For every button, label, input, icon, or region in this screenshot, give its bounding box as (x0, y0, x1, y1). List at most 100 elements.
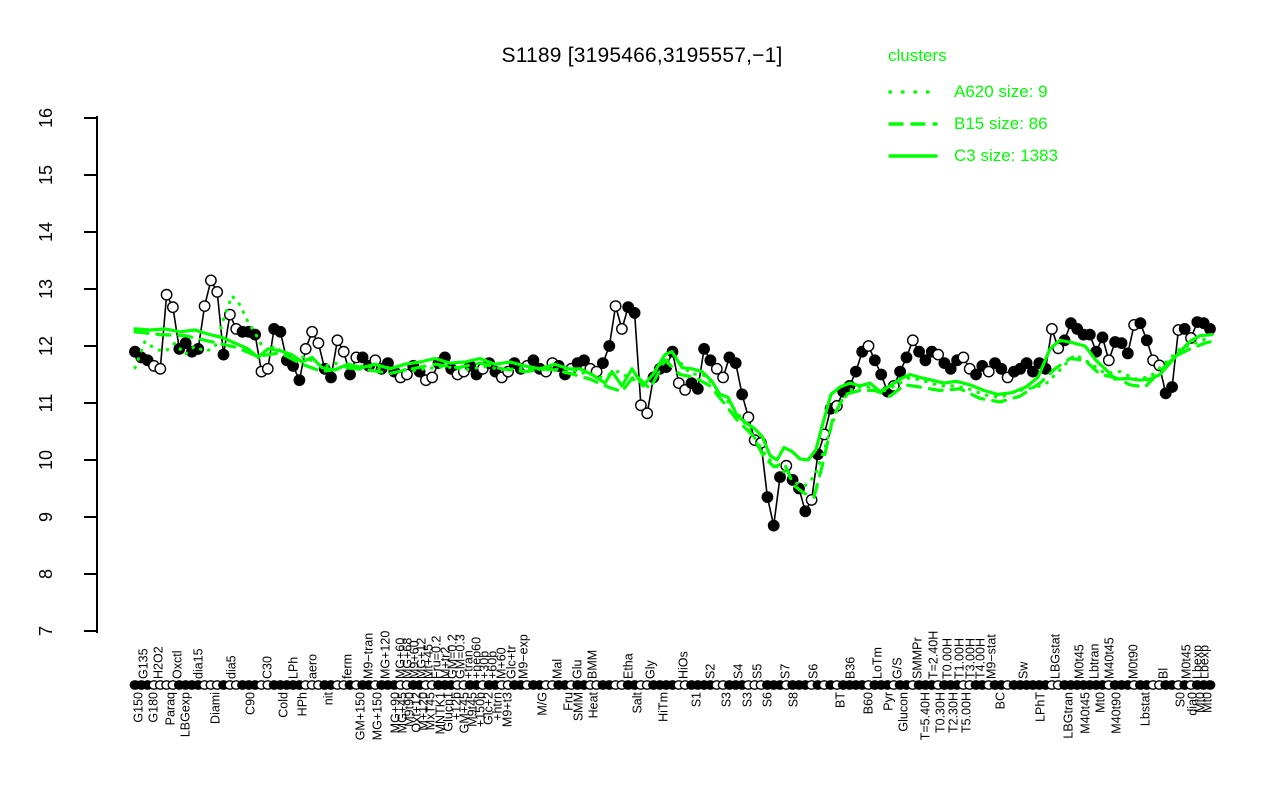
legend-item-b15: B15 size: 86 (888, 108, 1058, 140)
filled-marker (356, 351, 369, 364)
filled-marker (603, 340, 616, 352)
open-marker (609, 300, 622, 312)
open-marker (160, 288, 173, 301)
x-label: LBGexp (179, 692, 193, 737)
x-label: G180 (147, 692, 161, 723)
cluster-lines (133, 294, 1214, 499)
x-label: Glc+tr (505, 645, 519, 679)
filled-marker (1096, 331, 1109, 344)
x-label: M/G (536, 692, 550, 716)
x-label: Gly (644, 660, 658, 680)
filled-marker (527, 354, 540, 367)
x-label: LPhT (1034, 692, 1048, 722)
y-tick-label: 9 (36, 512, 56, 522)
x-label: M9t90 (403, 692, 417, 727)
filled-marker (344, 368, 356, 381)
filled-marker (1178, 322, 1191, 335)
filled-marker (970, 368, 982, 381)
x-label: Glc+2 (482, 692, 496, 725)
legend-label-c3: C3 size: 1383 (954, 146, 1058, 165)
x-label: C90 (244, 692, 258, 715)
dotted-line-sample-icon (888, 83, 938, 101)
x-label: S0 (1174, 692, 1188, 707)
filled-marker (293, 374, 306, 387)
plot-title: S1189 [3195466,3195557,−1] (501, 44, 783, 67)
open-marker (211, 285, 224, 298)
filled-marker (628, 306, 641, 319)
x-label: nit (322, 691, 336, 705)
x-label: M+tr2 (439, 647, 453, 679)
filled-marker (913, 345, 925, 358)
x-label: M9−exp (517, 634, 531, 679)
open-marker (312, 337, 325, 349)
filled-marker (704, 354, 717, 367)
filled-marker (1134, 317, 1147, 330)
open-marker (742, 411, 755, 424)
open-marker (166, 301, 179, 314)
x-label: Glucon (897, 692, 911, 732)
filled-marker (774, 471, 786, 483)
y-tick-label: 15 (36, 165, 56, 185)
open-marker (906, 334, 919, 347)
filled-marker (274, 325, 287, 338)
x-label: M0t45 (1073, 644, 1087, 679)
x-label: S5 (751, 664, 765, 679)
x-label: Etha (622, 653, 636, 679)
x-label: Lbexp (1191, 645, 1205, 679)
open-marker (154, 362, 167, 375)
filled-marker (875, 368, 888, 381)
open-marker (957, 351, 970, 364)
x-label: M0t45 (1180, 644, 1194, 679)
x-label: S7 (779, 664, 793, 679)
x-label: S1 (690, 692, 704, 707)
x-label: M9+t3 (501, 692, 515, 727)
x-axis-marker-row (129, 680, 1216, 690)
x-label: M9+60 (408, 640, 422, 679)
x-label: S3 (720, 692, 734, 707)
x-label: Glu (571, 660, 585, 680)
y-tick-label: 8 (36, 569, 56, 579)
x-label: Lbexp (1198, 645, 1212, 679)
open-marker (198, 300, 211, 312)
solid-line-sample-icon (888, 147, 938, 165)
filled-marker (799, 505, 812, 518)
x-label: GM+150 (354, 692, 368, 740)
filled-marker (1027, 365, 1039, 378)
x-label: GM=0.2 (446, 634, 460, 679)
x-label: T1.00H (953, 638, 967, 679)
x-label: G/S (891, 657, 905, 679)
x-label: Mt0 (1201, 692, 1215, 713)
open-marker (331, 334, 344, 347)
filled-marker (217, 348, 230, 361)
x-label: M+60 (495, 647, 509, 679)
x-label: +12b (450, 692, 464, 720)
x-label: Oxctl (171, 651, 185, 679)
x-label: B36 (844, 657, 858, 679)
filled-marker (325, 371, 337, 384)
x-label: LPh (287, 657, 301, 679)
filled-marker (767, 519, 780, 532)
x-label: T2.30H (947, 692, 961, 733)
profile-line (134, 278, 1211, 526)
open-marker (426, 371, 439, 384)
y-axis: 7 8 9 10 11 12 13 14 15 16 (36, 108, 98, 636)
x-label: LoTm (871, 647, 885, 679)
open-marker (616, 322, 628, 335)
x-label: C30 (261, 656, 275, 679)
filled-marker (868, 354, 881, 367)
open-marker (717, 371, 729, 384)
condition-marker (1204, 680, 1216, 690)
y-tick-label: 11 (36, 394, 56, 413)
x-label: Heat (587, 691, 601, 718)
x-label: dia5 (225, 655, 239, 679)
x-label: M40t45 (1079, 692, 1093, 734)
filled-marker (894, 365, 906, 378)
x-label: BC (994, 692, 1008, 709)
x-label: +30b (478, 651, 492, 679)
filled-marker (179, 337, 192, 349)
x-label: +neo60 (470, 637, 484, 679)
x-label: Cold (277, 692, 291, 718)
x-label: T0.00H (941, 638, 955, 679)
